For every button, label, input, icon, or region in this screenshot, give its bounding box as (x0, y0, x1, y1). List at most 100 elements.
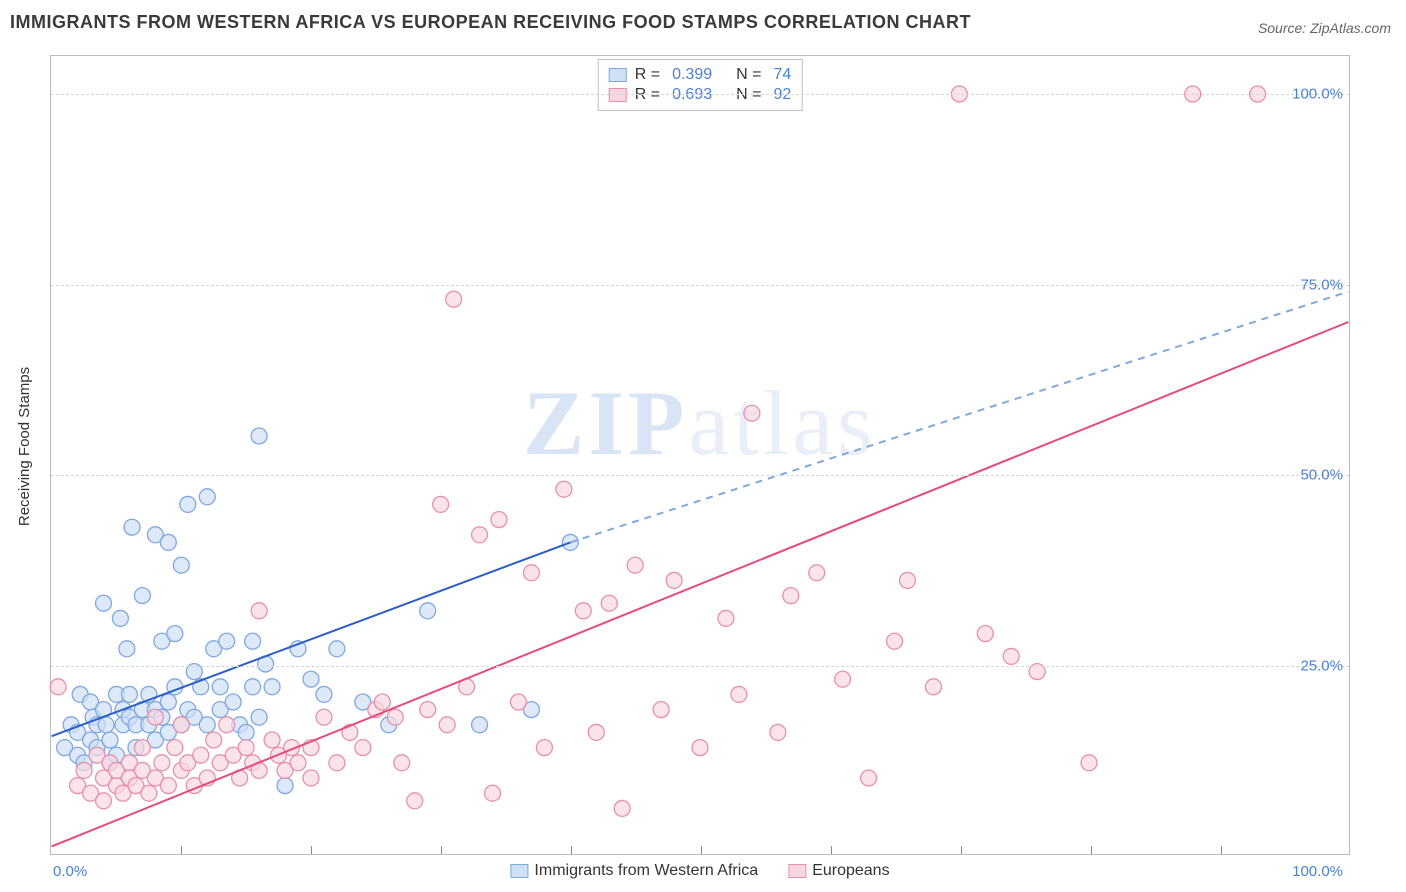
data-point (303, 770, 319, 786)
x-tick (1221, 846, 1222, 854)
data-point (50, 679, 66, 695)
r-label-0: R = (635, 66, 660, 84)
data-point (809, 565, 825, 581)
data-point (180, 496, 196, 512)
data-point (251, 603, 267, 619)
legend-swatch-0 (609, 68, 627, 82)
data-point (303, 671, 319, 687)
data-point (601, 595, 617, 611)
data-point (238, 724, 254, 740)
data-point (251, 709, 267, 725)
data-point (653, 702, 669, 718)
data-point (491, 512, 507, 528)
data-point (76, 762, 92, 778)
data-point (316, 709, 332, 725)
legend-bottom-swatch-1 (788, 864, 806, 878)
data-point (329, 755, 345, 771)
data-point (251, 428, 267, 444)
data-point (666, 572, 682, 588)
legend-label-1: Europeans (812, 862, 889, 880)
data-point (173, 557, 189, 573)
data-point (407, 793, 423, 809)
data-point (245, 633, 261, 649)
data-point (316, 686, 332, 702)
legend-row-series-0: R = 0.399 N = 74 (609, 66, 792, 84)
source-label: Source: ZipAtlas.com (1258, 20, 1391, 36)
gridline (51, 475, 1349, 476)
x-tick (961, 846, 962, 854)
data-point (523, 565, 539, 581)
data-point (374, 694, 390, 710)
data-point (147, 709, 163, 725)
data-point (433, 496, 449, 512)
data-point (193, 747, 209, 763)
data-point (387, 709, 403, 725)
data-point (575, 603, 591, 619)
data-point (154, 755, 170, 771)
gridline (51, 285, 1349, 286)
data-point (1003, 648, 1019, 664)
y-tick-label: 50.0% (1300, 467, 1343, 484)
y-axis-label: Receiving Food Stamps (17, 366, 34, 525)
data-point (977, 626, 993, 642)
data-point (731, 686, 747, 702)
data-point (1081, 755, 1097, 771)
data-point (134, 588, 150, 604)
data-point (536, 740, 552, 756)
data-point (264, 732, 280, 748)
data-point (439, 717, 455, 733)
data-point (692, 740, 708, 756)
data-point (420, 702, 436, 718)
data-point (119, 641, 135, 657)
data-point (329, 641, 345, 657)
plot-area: ZIPatlas R = 0.399 N = 74 R = 0.693 N = … (50, 55, 1350, 855)
data-point (925, 679, 941, 695)
data-point (225, 694, 241, 710)
data-point (206, 732, 222, 748)
data-point (783, 588, 799, 604)
data-point (238, 740, 254, 756)
chart-container: IMMIGRANTS FROM WESTERN AFRICA VS EUROPE… (0, 0, 1406, 892)
data-point (472, 717, 488, 733)
data-point (510, 694, 526, 710)
data-point (121, 686, 137, 702)
data-point (718, 610, 734, 626)
data-point (394, 755, 410, 771)
data-point (588, 724, 604, 740)
x-tick (701, 846, 702, 854)
x-end-label: 100.0% (1292, 863, 1343, 880)
legend-item-1: Europeans (788, 862, 889, 880)
x-tick (441, 846, 442, 854)
data-point (160, 694, 176, 710)
data-point (556, 481, 572, 497)
plot-svg (51, 56, 1349, 854)
data-point (770, 724, 786, 740)
data-point (861, 770, 877, 786)
data-point (219, 633, 235, 649)
x-origin-label: 0.0% (53, 863, 87, 880)
data-point (420, 603, 436, 619)
data-point (744, 405, 760, 421)
data-point (173, 717, 189, 733)
legend-correlation: R = 0.399 N = 74 R = 0.693 N = 92 (598, 59, 803, 111)
legend-item-0: Immigrants from Western Africa (510, 862, 758, 880)
trend-line (52, 322, 1349, 846)
y-tick-label: 75.0% (1300, 276, 1343, 293)
data-point (124, 519, 140, 535)
data-point (160, 534, 176, 550)
data-point (446, 291, 462, 307)
data-point (277, 778, 293, 794)
data-point (212, 679, 228, 695)
gridline (51, 666, 1349, 667)
data-point (219, 717, 235, 733)
data-point (900, 572, 916, 588)
data-point (112, 610, 128, 626)
y-axis-label-wrap: Receiving Food Stamps (10, 0, 40, 892)
data-point (290, 755, 306, 771)
data-point (102, 732, 118, 748)
data-point (96, 793, 112, 809)
data-point (167, 740, 183, 756)
data-point (160, 778, 176, 794)
trend-line-extrapolated (570, 292, 1348, 543)
x-tick (571, 846, 572, 854)
